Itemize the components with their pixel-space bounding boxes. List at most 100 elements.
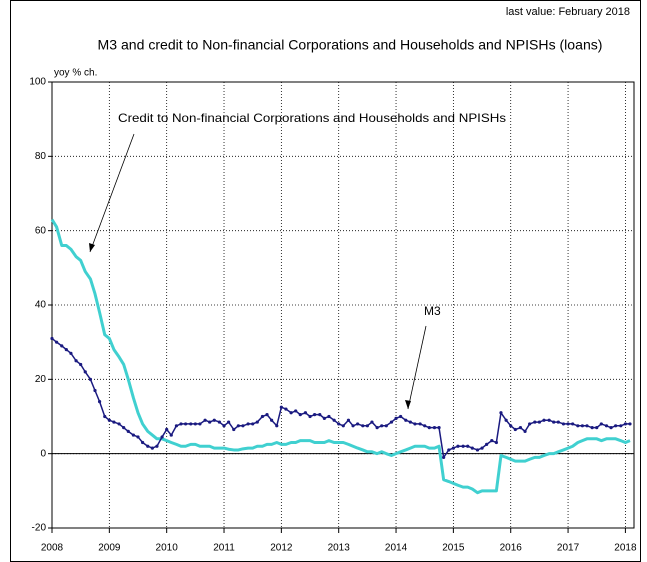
point (576, 424, 580, 428)
point (614, 424, 618, 428)
point (155, 444, 159, 448)
point (585, 424, 589, 428)
arrows (89, 133, 427, 410)
x-tick-label: 2008 (41, 543, 64, 554)
point (475, 448, 480, 452)
point (64, 348, 68, 352)
point (408, 420, 412, 424)
point (542, 418, 546, 422)
point (275, 424, 279, 428)
point (189, 422, 193, 426)
point (236, 424, 240, 428)
point (198, 422, 202, 426)
point (432, 426, 437, 430)
point (241, 424, 245, 428)
point (117, 422, 121, 426)
line (51, 337, 630, 459)
point (289, 411, 293, 415)
point (203, 418, 207, 422)
x-tick-label: 2016 (500, 543, 523, 554)
plot-area (51, 81, 635, 529)
point (222, 424, 226, 428)
point (533, 420, 537, 424)
y-axis-label: yoy % ch. (54, 68, 97, 79)
point (619, 424, 623, 428)
point (246, 422, 250, 426)
point (556, 420, 560, 424)
point (318, 413, 322, 417)
point (537, 420, 541, 424)
point (494, 440, 498, 445)
point (580, 424, 584, 428)
arrow-head (89, 243, 95, 252)
x-tick-label: 2010 (156, 543, 179, 554)
point (423, 424, 427, 428)
annotation: M3 (424, 304, 441, 318)
point (284, 407, 288, 411)
point (303, 411, 308, 415)
point (337, 422, 341, 426)
arrow (407, 325, 427, 410)
point (394, 416, 398, 420)
point (418, 422, 422, 426)
point (380, 424, 384, 428)
point (265, 413, 269, 417)
point (552, 420, 556, 424)
point (112, 420, 116, 424)
point (169, 433, 173, 437)
point (232, 427, 236, 432)
point (365, 424, 369, 428)
point (140, 440, 145, 445)
point (313, 413, 317, 417)
point (356, 422, 360, 426)
point (447, 448, 451, 452)
point (174, 424, 179, 428)
point (50, 336, 54, 341)
point (470, 446, 474, 450)
point (461, 444, 465, 448)
point (193, 422, 197, 426)
point (322, 416, 326, 420)
point (351, 424, 355, 428)
point (566, 422, 570, 426)
point (83, 370, 87, 374)
point (590, 426, 594, 430)
point (93, 388, 97, 393)
point (260, 414, 265, 419)
point (74, 359, 78, 363)
point (518, 426, 523, 430)
point (346, 418, 351, 422)
x-tick-label: 2017 (557, 543, 580, 554)
point (509, 424, 513, 428)
point (327, 414, 331, 419)
annotation: Credit to Non-financial Corporations and… (118, 111, 506, 125)
point (561, 422, 566, 426)
point (504, 418, 508, 422)
point (308, 414, 312, 419)
point (370, 420, 374, 424)
arrow (89, 133, 135, 253)
point (184, 422, 188, 426)
point (227, 420, 231, 424)
point (279, 405, 283, 409)
point (523, 429, 527, 433)
y-tick-label: 60 (35, 225, 47, 236)
point (255, 420, 259, 424)
point (179, 422, 183, 426)
point (547, 418, 551, 422)
point (136, 435, 140, 439)
point (490, 439, 494, 443)
y-tick-label: 20 (35, 374, 47, 385)
y-tick-label: 100 (29, 77, 46, 88)
point (466, 444, 470, 448)
x-tick-label: 2015 (442, 543, 465, 554)
point (451, 446, 455, 450)
line (50, 218, 631, 495)
point (499, 411, 503, 415)
point (165, 427, 169, 432)
point (69, 351, 73, 355)
point (384, 424, 388, 428)
point (604, 424, 609, 428)
point (160, 435, 164, 439)
